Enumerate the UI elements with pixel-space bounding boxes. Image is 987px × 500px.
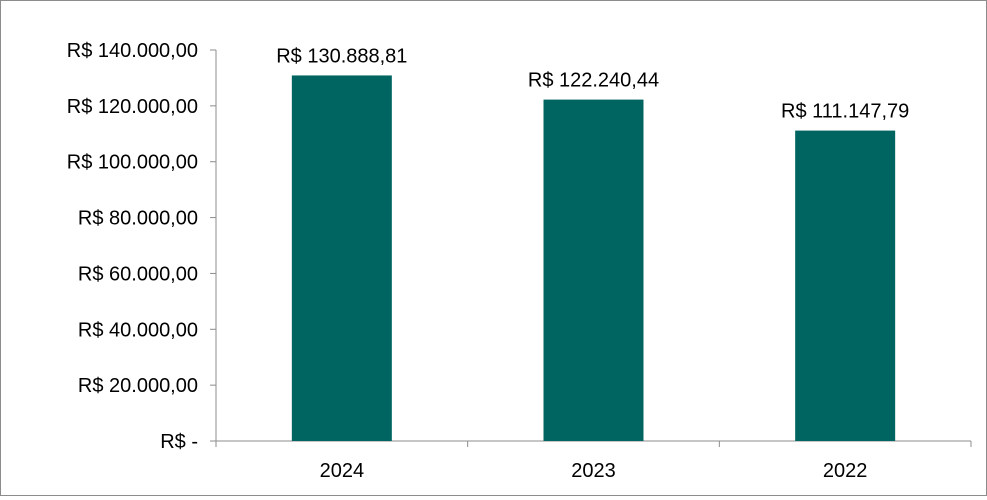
bars [291, 75, 896, 442]
bar-2024 [291, 75, 392, 441]
y-tick-label: R$ 100.000,00 [67, 152, 198, 174]
data-labels: R$ 130.888,81 R$ 122.240,44 R$ 111.147,79 [276, 45, 909, 122]
data-label-2022: R$ 111.147,79 [781, 101, 909, 123]
data-label-2023: R$ 122.240,44 [528, 70, 659, 92]
y-tick-label: R$ 80.000,00 [78, 208, 198, 230]
y-tick-label: R$ - [160, 431, 198, 453]
x-tick-label-2024: 2024 [320, 460, 365, 482]
bar-2022 [795, 130, 896, 442]
x-tick-label-2022: 2022 [823, 460, 868, 482]
y-tick-label: R$ 120.000,00 [67, 96, 198, 118]
x-axis: 2024 2023 2022 [215, 440, 972, 482]
y-tick-label: R$ 40.000,00 [78, 319, 198, 341]
bar-2023 [543, 99, 644, 441]
data-label-2024: R$ 130.888,81 [276, 45, 407, 67]
y-tick-label: R$ 60.000,00 [78, 263, 198, 285]
y-tick-label: R$ 140.000,00 [67, 40, 198, 62]
x-tick-label-2023: 2023 [571, 460, 616, 482]
y-tick-label: R$ 20.000,00 [78, 375, 198, 397]
y-axis: R$ - R$ 20.000,00 R$ 40.000,00 R$ 60.000,00… [67, 40, 217, 453]
